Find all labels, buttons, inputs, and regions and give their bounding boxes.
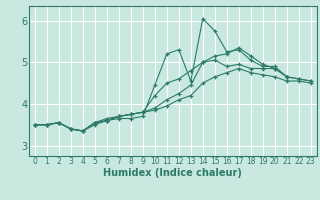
X-axis label: Humidex (Indice chaleur): Humidex (Indice chaleur)	[103, 168, 242, 178]
